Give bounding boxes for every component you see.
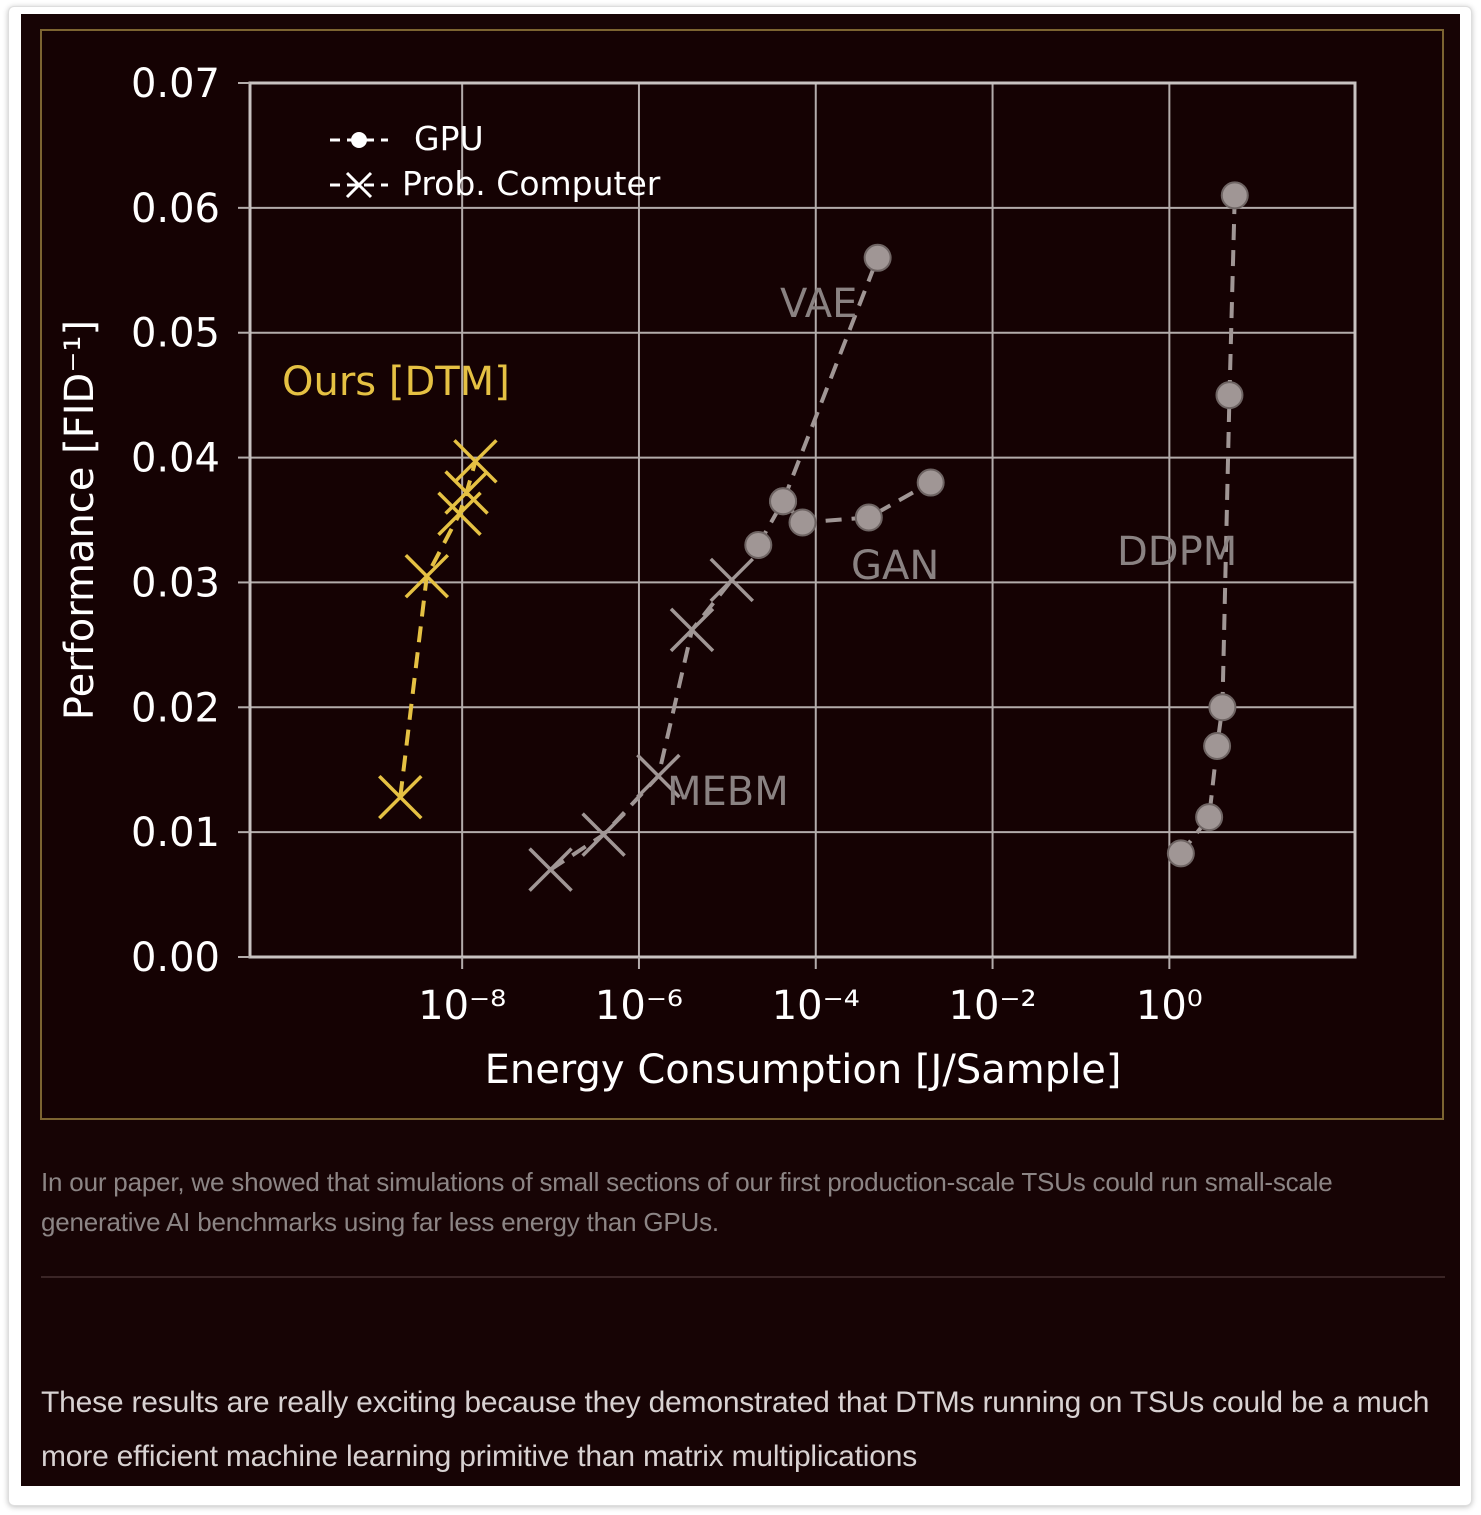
data-series [378, 181, 1249, 892]
x-tick-label: 10⁰ [1136, 983, 1203, 1029]
prob-computer-data-point [636, 753, 681, 799]
y-tick-label: 0.04 [131, 436, 220, 482]
x-axis-label: Energy Consumption [J/Sample] [485, 1047, 1122, 1093]
series-line [781, 480, 932, 525]
annotation-vae: VAE [780, 281, 857, 327]
legend-x-marker-icon [345, 171, 373, 199]
y-tick-label: 0.05 [131, 311, 220, 357]
y-tick-label: 0.03 [131, 560, 220, 606]
prob-computer-data-point [581, 812, 626, 857]
x-tick-label: 10⁻⁴ [772, 983, 860, 1029]
gpu-data-point [1203, 731, 1232, 760]
series-gan [769, 468, 945, 537]
annotation-mebm: MEBM [667, 769, 789, 815]
section-divider [41, 1276, 1445, 1278]
gpu-data-point [744, 530, 773, 559]
prob-computer-data-point [378, 774, 423, 820]
prob-computer-data-point [404, 553, 450, 599]
prob-computer-data-point [528, 847, 573, 892]
annotation-ours-dtm: Ours [DTM] [282, 359, 510, 405]
gpu-data-point [854, 503, 883, 532]
prob-computer-data-point [669, 607, 715, 653]
legend: GPU Prob. Computer [330, 119, 661, 203]
gpu-data-point [1166, 839, 1195, 868]
series-line [398, 460, 478, 798]
gpu-data-point [916, 468, 945, 497]
chart-panel [40, 29, 1444, 1120]
y-tick-label: 0.07 [131, 61, 220, 107]
legend-prob-computer-label: Prob. Computer [402, 164, 661, 203]
prob-computer-data-point [444, 470, 489, 515]
legend-gpu-label: GPU [414, 119, 484, 158]
annotation-ddpm: DDPM [1117, 529, 1237, 575]
gpu-data-point [769, 487, 798, 516]
prob-computer-data-point [709, 557, 755, 603]
series-line [549, 578, 734, 872]
y-tick-label: 0.02 [131, 685, 220, 731]
chart-caption: In our paper, we showed that simulations… [41, 1167, 1333, 1237]
x-tick-label: 10⁻⁸ [418, 983, 506, 1029]
body-paragraph: These results are really exciting becaus… [41, 1386, 1430, 1473]
y-tick-label: 0.00 [131, 935, 220, 981]
plot-area-frame [248, 81, 1357, 959]
y-axis-label: Performance [FID⁻¹] [57, 320, 103, 720]
gpu-data-point [863, 243, 892, 272]
gpu-data-point [1215, 381, 1244, 410]
x-tick-label: 10⁻⁶ [595, 983, 683, 1029]
gpu-data-point [788, 508, 817, 537]
annotation-gan: GAN [851, 543, 939, 589]
x-tick-label: 10⁻² [949, 983, 1037, 1029]
y-tick-label: 0.01 [131, 810, 220, 856]
axis-ticks: 0.00 0.01 0.02 0.03 0.04 0.05 0.06 0.07 10⁻⁸ 10⁻⁶… [131, 61, 1203, 1029]
gpu-data-point [1220, 181, 1249, 210]
y-tick-label: 0.06 [131, 186, 220, 232]
series-mebm [528, 557, 755, 892]
gpu-data-point [1195, 803, 1224, 832]
prob-computer-data-point [453, 439, 498, 484]
gpu-data-point [1208, 693, 1237, 722]
series-ours-dtm [378, 439, 498, 820]
series-ddpm [1166, 181, 1249, 868]
legend-circle-marker-icon [351, 132, 367, 148]
